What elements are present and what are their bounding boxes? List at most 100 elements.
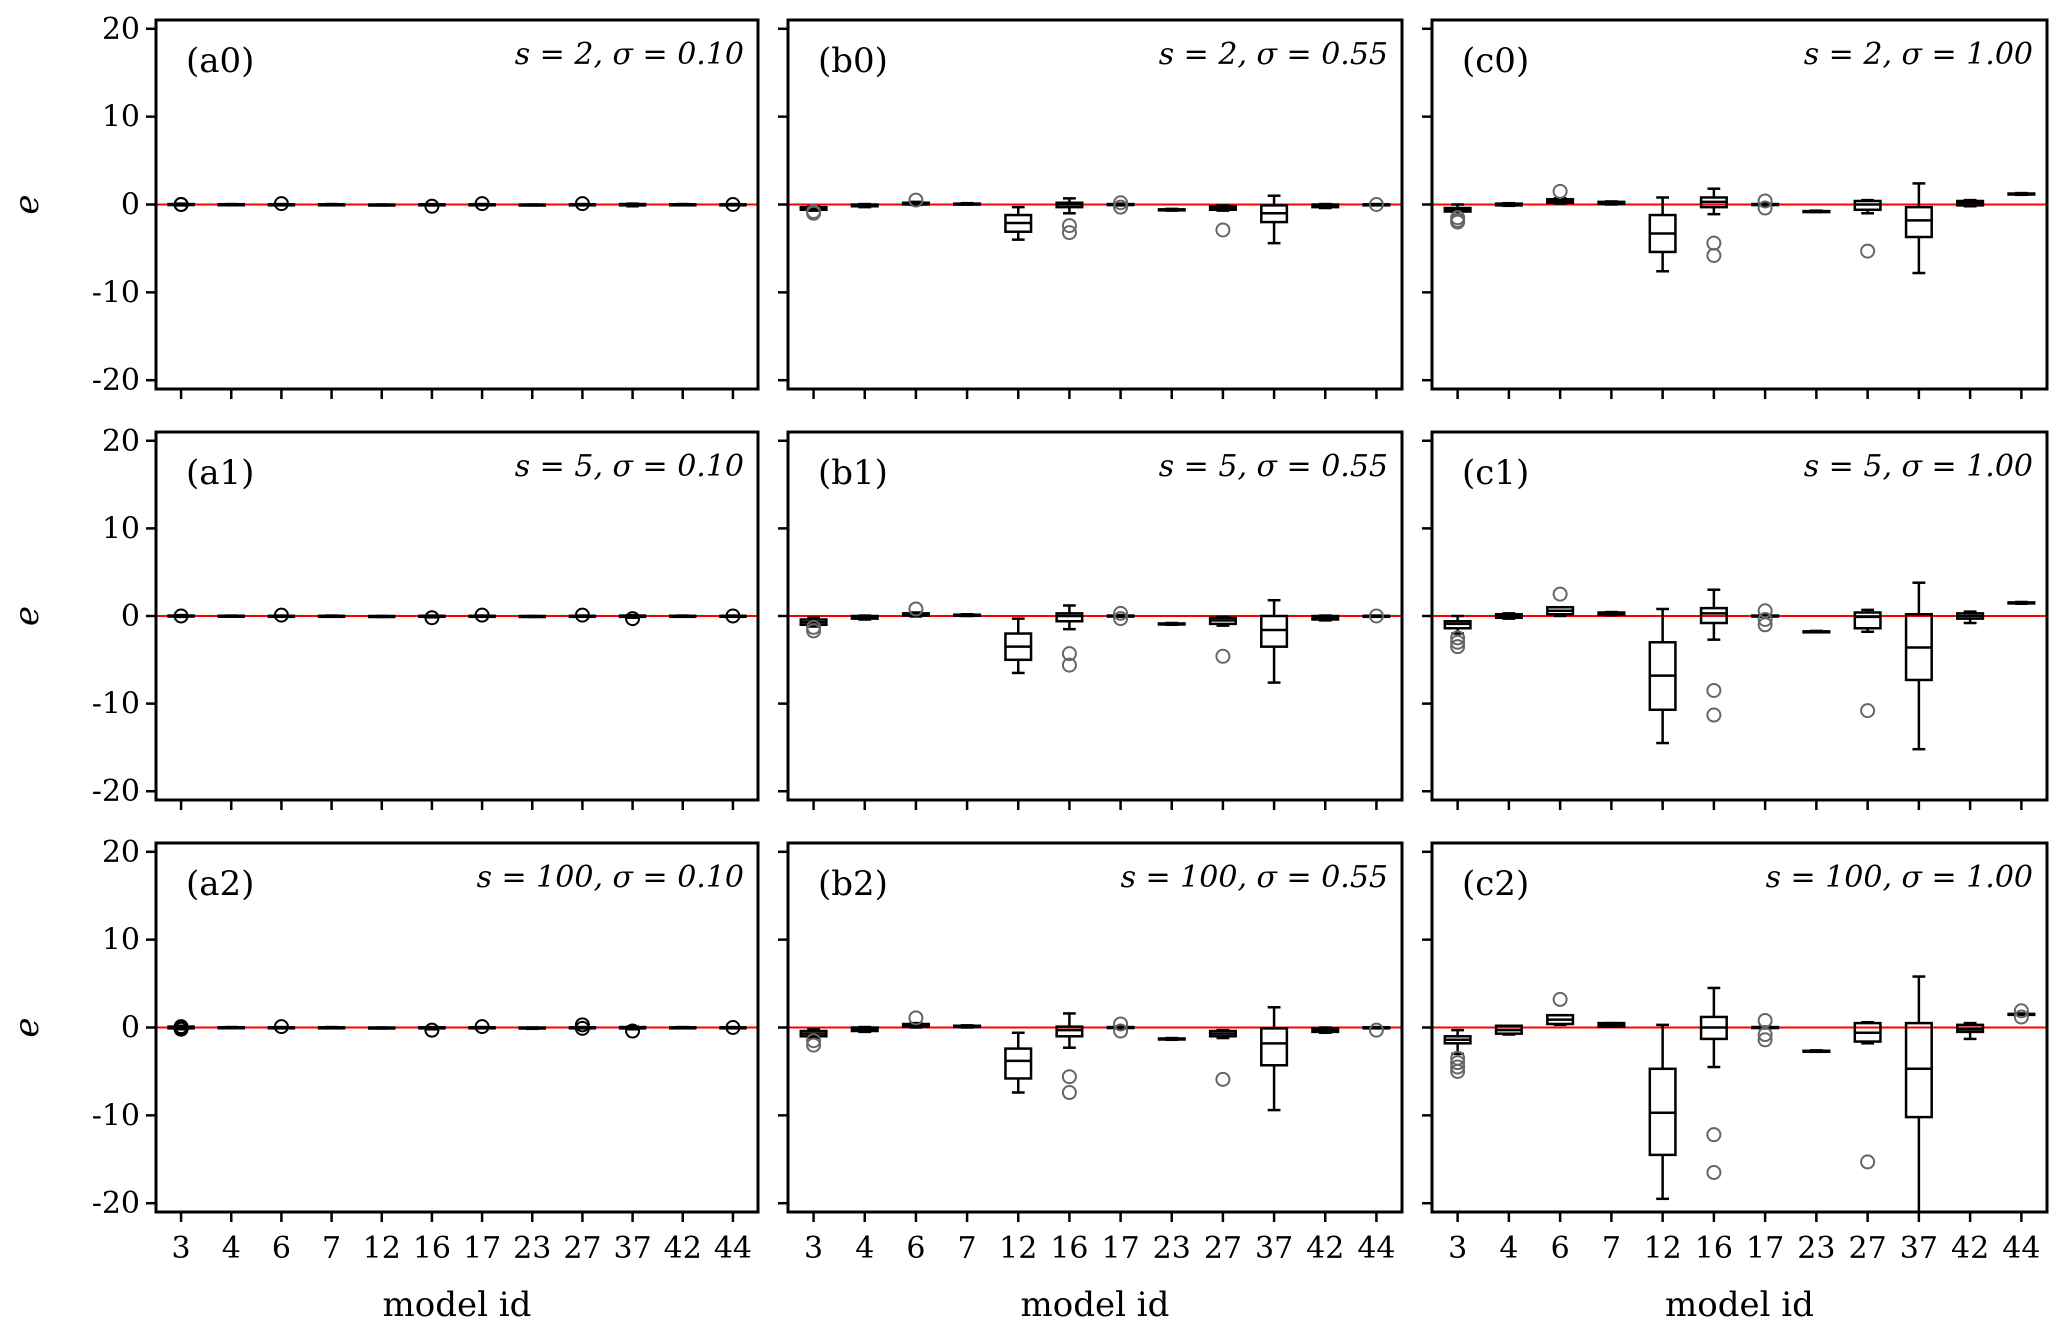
x-tick-label: 7 [958, 1231, 977, 1266]
outlier-point [1860, 1154, 1876, 1170]
x-tick-label: 37 [613, 1231, 651, 1266]
x-axis-label: model id [1665, 1285, 1814, 1325]
outlier-point [474, 1019, 490, 1035]
y-tick-label: 20 [102, 835, 140, 870]
outlier-point [424, 1022, 440, 1038]
outlier-point [173, 1021, 189, 1037]
outlier-point [725, 197, 741, 212]
outlier-point [908, 192, 924, 208]
panel-frame [1430, 841, 2049, 1214]
outlier-point [1450, 1059, 1466, 1075]
x-tick-label: 7 [1602, 1231, 1621, 1266]
panel-frame [154, 18, 760, 391]
y-tick-label: -10 [92, 1098, 140, 1133]
x-tick-label: 6 [272, 1231, 291, 1266]
panel-label: (c2) [1462, 864, 1529, 904]
x-tick-label: 37 [1900, 1231, 1938, 1266]
box-iqr [1853, 611, 1882, 630]
x-tick-label: 42 [664, 1231, 702, 1266]
outlier-point [1757, 603, 1773, 619]
panel-label: (c1) [1462, 453, 1529, 493]
panel-label: (a2) [186, 864, 254, 904]
outlier-point [574, 196, 590, 212]
y-tick-label: 0 [121, 1011, 140, 1046]
x-tick-label: 16 [1695, 1231, 1733, 1266]
outlier-point [1450, 639, 1466, 655]
outlier-point [1113, 1016, 1129, 1032]
y-tick-label: -20 [92, 1186, 140, 1221]
x-tick-label: 12 [1644, 1231, 1682, 1266]
outlier-point [1552, 183, 1568, 199]
outlier-point [1113, 199, 1129, 215]
outlier-point [1450, 634, 1466, 650]
panel-label: (b2) [818, 864, 888, 904]
x-tick-label: 23 [1153, 1231, 1191, 1266]
outlier-point [574, 607, 590, 623]
outlier-point [173, 197, 189, 212]
outlier-point [1757, 200, 1773, 216]
outlier-point [806, 623, 822, 639]
outlier-point [908, 1010, 924, 1026]
x-tick-label: 44 [1357, 1231, 1395, 1266]
box-iqr [1699, 606, 1728, 625]
x-tick-label: 17 [1101, 1231, 1139, 1266]
y-tick-label: -10 [92, 687, 140, 722]
x-tick-label: 17 [1746, 1231, 1784, 1266]
box-iqr [1904, 1021, 1933, 1119]
x-axis-label: model id [1021, 1285, 1170, 1325]
panel-label: (b0) [818, 41, 888, 81]
x-tick-label: 44 [714, 1231, 752, 1266]
outlier-point [1113, 611, 1129, 627]
outlier-point [424, 610, 440, 626]
outlier-point [1061, 1085, 1077, 1101]
outlier-point [1368, 197, 1384, 212]
outlier-point [725, 608, 741, 624]
outlier-point [1450, 630, 1466, 646]
outlier-point [574, 1020, 590, 1036]
outlier-point [1450, 1055, 1466, 1071]
y-axis-label: e [7, 1017, 47, 1037]
panel-frame [154, 841, 760, 1214]
x-tick-label: 3 [172, 1231, 191, 1266]
x-tick-label: 16 [413, 1231, 451, 1266]
outlier-point [474, 196, 490, 212]
y-axis-label: e [7, 606, 47, 626]
x-tick-label: 42 [1951, 1231, 1989, 1266]
x-tick-label: 27 [1849, 1231, 1887, 1266]
y-tick-label: 20 [102, 424, 140, 459]
panel-annotation: s = 100, σ = 1.00 [1766, 860, 2033, 895]
x-tick-label: 27 [563, 1231, 601, 1266]
outlier-point [625, 611, 641, 627]
outlier-point [1757, 193, 1773, 209]
x-tick-label: 4 [222, 1231, 241, 1266]
panel-frame [1430, 430, 2049, 802]
outlier-point [2013, 1009, 2029, 1025]
outlier-point [1113, 1023, 1129, 1039]
x-tick-label: 27 [1204, 1231, 1242, 1266]
panel-label: (b1) [818, 453, 888, 493]
outlier-point [806, 1033, 822, 1049]
panel-label: (c0) [1462, 41, 1529, 81]
box-iqr [1004, 1047, 1033, 1080]
panel-annotation: s = 5, σ = 0.10 [515, 449, 744, 484]
x-tick-label: 3 [804, 1231, 823, 1266]
outlier-point [1757, 612, 1773, 628]
outlier-point [1450, 214, 1466, 230]
outlier-point [1860, 243, 1876, 259]
x-tick-label: 6 [906, 1231, 925, 1266]
box-iqr [1260, 614, 1289, 648]
outlier-point [1552, 991, 1568, 1007]
outlier-point [1368, 1022, 1384, 1038]
panel-frame [1430, 18, 2049, 391]
x-tick-label: 4 [855, 1231, 874, 1266]
x-tick-label: 42 [1306, 1231, 1344, 1266]
outlier-point [1706, 707, 1722, 723]
x-tick-label: 17 [463, 1231, 501, 1266]
panel-frame [786, 430, 1404, 802]
y-tick-label: 0 [121, 599, 140, 634]
outlier-point [1450, 1063, 1466, 1079]
x-tick-label: 3 [1448, 1231, 1467, 1266]
panel-annotation: s = 5, σ = 1.00 [1804, 449, 2033, 484]
y-tick-label: 10 [102, 511, 140, 546]
